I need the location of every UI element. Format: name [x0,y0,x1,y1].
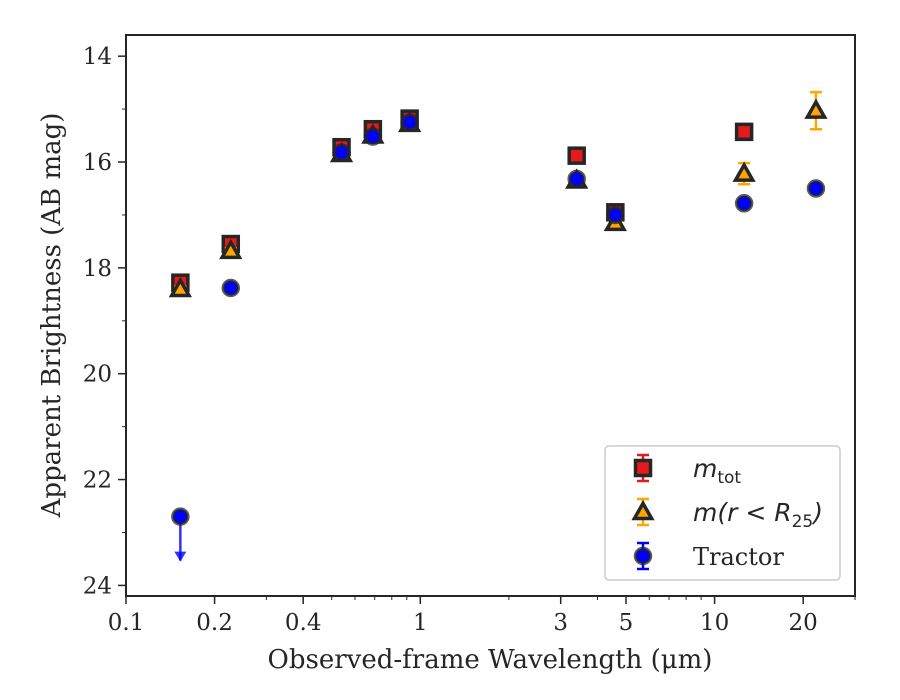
series-m-r25 [168,90,828,298]
y-tick-label: 18 [83,256,112,282]
x-tick-label: 0.2 [196,610,233,636]
legend: mtot m(r < R25) Tractor [604,445,841,581]
legend-marker [633,546,653,566]
x-tick-label: 20 [789,610,818,636]
data-point [806,179,826,198]
x-tick-label: 3 [553,610,568,636]
data-point [332,143,351,162]
series-m-tot [171,109,754,292]
y-tick-label: 20 [83,362,112,388]
legend-marker [633,458,653,478]
x-axis-label: Observed-frame Wavelength (μm) [268,645,713,675]
legend-marker [631,499,655,521]
legend-box [604,445,841,581]
y-tick-label: 14 [83,44,112,70]
data-point [567,169,586,189]
axes-frame [125,34,856,597]
data-point [567,146,586,165]
y-tick-label: 22 [83,468,112,494]
x-tick-label: 5 [619,610,634,636]
x-tick-label: 0.1 [108,610,145,636]
data-point [732,161,756,182]
y-axis-label: Apparent Brightness (AB mag) [37,113,67,519]
legend-label: mtot [693,454,741,488]
data-point [221,278,241,298]
plot-area [168,90,828,562]
y-tick-label: 24 [83,573,112,599]
data-point [400,113,419,132]
data-point [804,98,828,119]
x-tick-label: 10 [700,610,729,636]
x-tick-label: 1 [413,610,428,636]
data-point [363,127,383,146]
upper-limit-arrow-head [174,551,187,562]
data-point [168,276,192,298]
x-tick-label: 0.4 [285,610,322,636]
legend-label: Tractor [693,543,784,571]
legend-label: m(r < R25) [693,498,823,532]
data-point [734,194,754,213]
data-point [734,122,754,142]
axis-ticks: 14 16 18 20 22 24 0.1 0.2 0.4 1 3 5 10 20 [83,44,856,636]
y-tick-label: 16 [83,150,112,176]
data-point [171,507,190,526]
data-point [606,205,625,225]
series-tractor [171,113,826,562]
data-point [219,238,243,260]
